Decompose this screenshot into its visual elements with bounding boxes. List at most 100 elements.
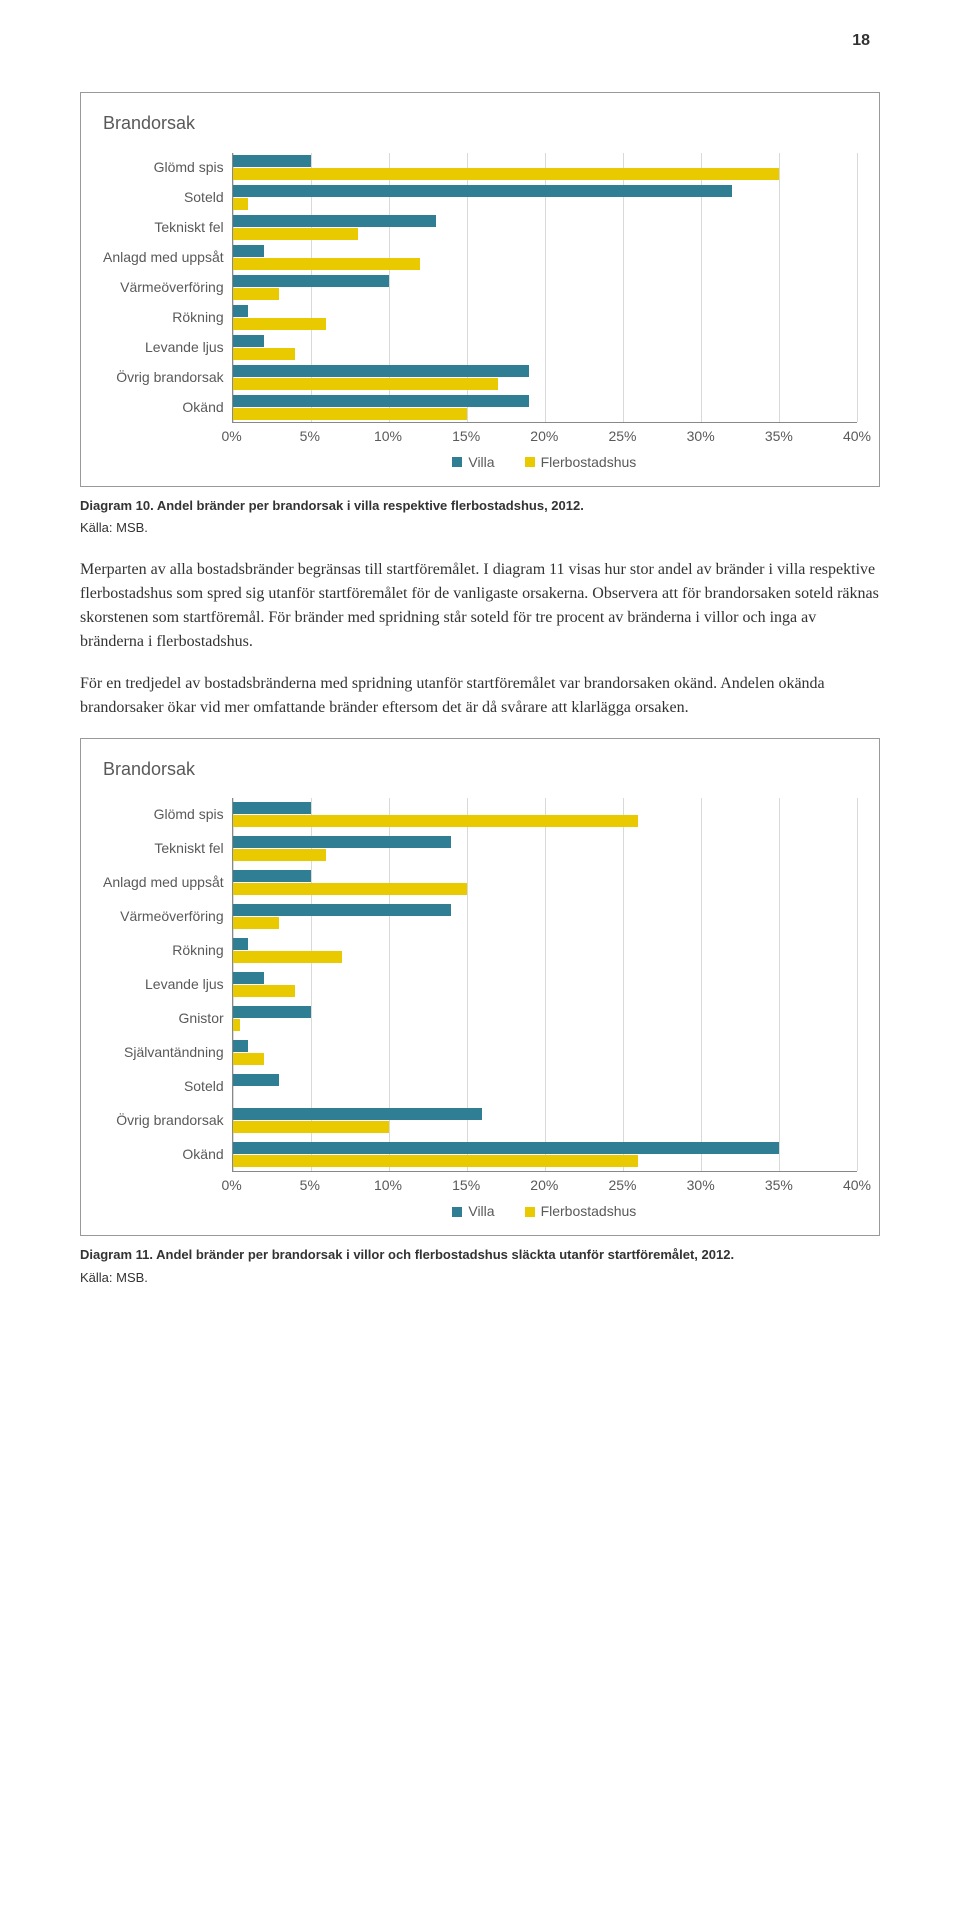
x-tick: 15% bbox=[452, 1176, 480, 1196]
bar-villa bbox=[233, 1142, 779, 1154]
bar-flerbostadshus bbox=[233, 378, 498, 390]
x-tick: 30% bbox=[687, 427, 715, 447]
chart-2-plot bbox=[232, 798, 857, 1172]
paragraph-1: Merparten av alla bostadsbränder begräns… bbox=[80, 558, 880, 654]
caption-1-bold: Diagram 10. Andel bränder per brandorsak… bbox=[80, 498, 584, 513]
bar-flerbostadshus bbox=[233, 348, 295, 360]
legend-swatch-fler bbox=[525, 457, 535, 467]
chart-1-categories: Glömd spisSoteldTekniskt felAnlagd med u… bbox=[103, 153, 232, 473]
caption-2-bold: Diagram 11. Andel bränder per brandorsak… bbox=[80, 1247, 734, 1262]
bar-villa bbox=[233, 155, 311, 167]
bar-villa bbox=[233, 836, 452, 848]
bar-villa bbox=[233, 245, 264, 257]
category-label: Soteld bbox=[103, 183, 224, 213]
legend-label-fler-2: Flerbostadshus bbox=[541, 1202, 637, 1222]
category-label: Rökning bbox=[103, 934, 224, 968]
category-label: Värmeöverföring bbox=[103, 273, 224, 303]
legend-item-villa: Villa bbox=[452, 453, 494, 473]
bar-row bbox=[233, 968, 857, 1002]
bar-row bbox=[233, 832, 857, 866]
bar-villa bbox=[233, 972, 264, 984]
bar-row bbox=[233, 798, 857, 832]
legend-label-fler: Flerbostadshus bbox=[541, 453, 637, 473]
category-label: Levande ljus bbox=[103, 333, 224, 363]
bar-flerbostadshus bbox=[233, 1121, 389, 1133]
bar-row bbox=[233, 363, 857, 393]
grid-line bbox=[857, 798, 858, 1171]
bar-villa bbox=[233, 1006, 311, 1018]
x-tick: 35% bbox=[765, 427, 793, 447]
chart-1-title: Brandorsak bbox=[103, 111, 857, 136]
bar-flerbostadshus bbox=[233, 318, 327, 330]
bar-flerbostadshus bbox=[233, 1019, 241, 1031]
x-tick: 15% bbox=[452, 427, 480, 447]
chart-2-body: Glömd spisTekniskt felAnlagd med uppsåt V… bbox=[103, 798, 857, 1222]
category-label: Övrig brandorsak bbox=[103, 363, 224, 393]
bar-flerbostadshus bbox=[233, 917, 280, 929]
legend-label-villa-2: Villa bbox=[468, 1202, 494, 1222]
bar-flerbostadshus bbox=[233, 228, 358, 240]
category-label: Okänd bbox=[103, 1138, 224, 1172]
category-label: Tekniskt fel bbox=[103, 213, 224, 243]
bar-flerbostadshus bbox=[233, 168, 779, 180]
bar-flerbostadshus bbox=[233, 951, 342, 963]
x-tick: 5% bbox=[300, 427, 320, 447]
chart-1-plot-col: 0%5%10%15%20%25%30%35%40% Villa Flerbost… bbox=[232, 153, 857, 473]
chart-2-legend: Villa Flerbostadshus bbox=[232, 1202, 857, 1222]
x-tick: 40% bbox=[843, 1176, 871, 1196]
category-label: Glömd spis bbox=[103, 153, 224, 183]
category-label: Övrig brandorsak bbox=[103, 1104, 224, 1138]
bar-row bbox=[233, 183, 857, 213]
chart-2-xaxis: 0%5%10%15%20%25%30%35%40% bbox=[232, 1174, 857, 1196]
chart-1-legend: Villa Flerbostadshus bbox=[232, 453, 857, 473]
bar-flerbostadshus bbox=[233, 198, 249, 210]
bar-row bbox=[233, 393, 857, 423]
bar-row bbox=[233, 243, 857, 273]
chart-1: Brandorsak Glömd spisSoteldTekniskt felA… bbox=[80, 92, 880, 487]
bar-flerbostadshus bbox=[233, 258, 420, 270]
bar-row bbox=[233, 273, 857, 303]
category-label: Glömd spis bbox=[103, 798, 224, 832]
category-label: Okänd bbox=[103, 393, 224, 423]
x-tick: 10% bbox=[374, 427, 402, 447]
chart-1-body: Glömd spisSoteldTekniskt felAnlagd med u… bbox=[103, 153, 857, 473]
page-number: 18 bbox=[80, 30, 880, 52]
caption-1: Diagram 10. Andel bränder per brandorsak… bbox=[80, 497, 880, 515]
bar-row bbox=[233, 153, 857, 183]
x-tick: 20% bbox=[530, 427, 558, 447]
bar-flerbostadshus bbox=[233, 985, 295, 997]
legend-item-villa-2: Villa bbox=[452, 1202, 494, 1222]
paragraph-2: För en tredjedel av bostadsbränderna med… bbox=[80, 672, 880, 720]
bar-villa bbox=[233, 275, 389, 287]
bar-row bbox=[233, 1138, 857, 1172]
x-tick: 40% bbox=[843, 427, 871, 447]
bar-flerbostadshus bbox=[233, 1053, 264, 1065]
bar-villa bbox=[233, 305, 249, 317]
chart-2: Brandorsak Glömd spisTekniskt felAnlagd … bbox=[80, 738, 880, 1237]
bar-row bbox=[233, 1036, 857, 1070]
bar-row bbox=[233, 866, 857, 900]
legend-label-villa: Villa bbox=[468, 453, 494, 473]
bar-flerbostadshus bbox=[233, 1155, 639, 1167]
x-tick: 5% bbox=[300, 1176, 320, 1196]
chart-2-plot-col: 0%5%10%15%20%25%30%35%40% Villa Flerbost… bbox=[232, 798, 857, 1222]
source-1: Källa: MSB. bbox=[80, 519, 880, 537]
legend-item-fler-2: Flerbostadshus bbox=[525, 1202, 637, 1222]
bar-row bbox=[233, 900, 857, 934]
x-tick: 0% bbox=[222, 1176, 242, 1196]
bar-villa bbox=[233, 365, 530, 377]
category-label: Rökning bbox=[103, 303, 224, 333]
bar-flerbostadshus bbox=[233, 883, 467, 895]
bar-villa bbox=[233, 904, 452, 916]
bar-villa bbox=[233, 335, 264, 347]
bar-villa bbox=[233, 1108, 483, 1120]
bar-flerbostadshus bbox=[233, 288, 280, 300]
category-label: Gnistor bbox=[103, 1002, 224, 1036]
bar-flerbostadshus bbox=[233, 849, 327, 861]
category-label: Tekniskt fel bbox=[103, 832, 224, 866]
x-tick: 35% bbox=[765, 1176, 793, 1196]
category-label: Anlagd med uppsåt bbox=[103, 866, 224, 900]
bar-row bbox=[233, 333, 857, 363]
bar-row bbox=[233, 213, 857, 243]
chart-2-categories: Glömd spisTekniskt felAnlagd med uppsåtV… bbox=[103, 798, 232, 1222]
